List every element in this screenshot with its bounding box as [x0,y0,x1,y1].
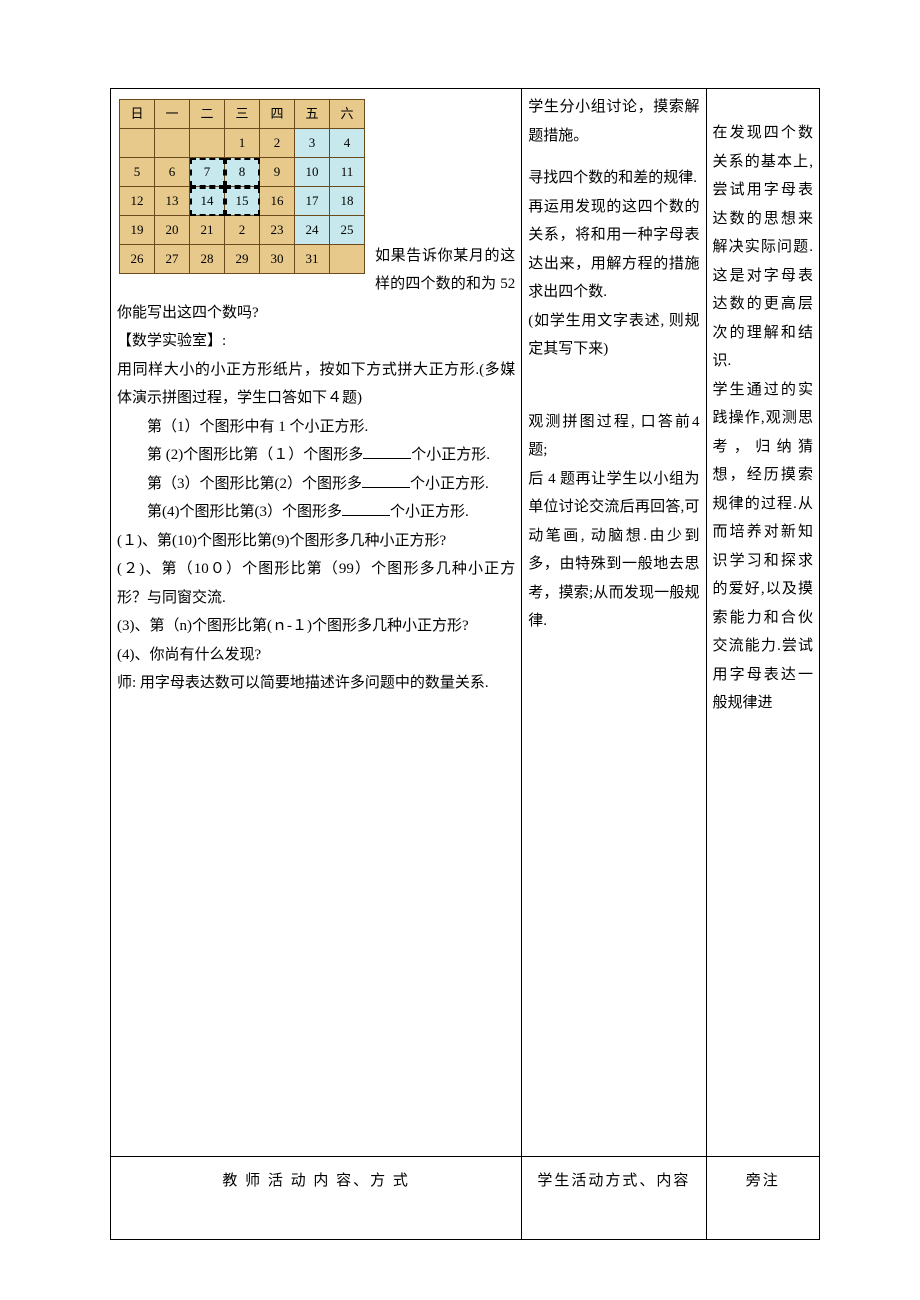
s-text: 观测拼图过程, 口答前4 题; [528,408,699,465]
problem-1: (１)、第(10)个图形比第(9)个图形多几种小正方形? [117,527,515,556]
calendar-cell [190,129,225,158]
calendar-cell: 9 [260,158,295,187]
footer-col1: 教 师 活 动 内 容、方 式 [111,1156,522,1239]
teacher-activity-cell: 日一二三四五六 12345678910111213141516171819202… [111,89,522,1157]
calendar-cell: 28 [190,245,225,274]
s-text: 后 4 题再让学生以小组为单位讨论交流后再回答,可动笔画, 动脑想.由少到多，由… [528,465,699,636]
q3-prefix: 第（3）个图形比第(2）个图形多 [147,476,362,492]
s-text: 再运用发现的这四个数的关系，将和用一种字母表达出来，用解方程的措施求出四个数. [528,193,699,307]
calendar-header: 五 [295,100,330,129]
calendar-wrapper: 日一二三四五六 12345678910111213141516171819202… [119,99,365,274]
calendar-cell: 26 [120,245,155,274]
footer-col3: 旁注 [706,1156,819,1239]
calendar-header: 三 [225,100,260,129]
calendar-cell: 19 [120,216,155,245]
calendar-cell: 8 [225,158,260,187]
note-text: 学生通过的实践操作,观测思考，归纳猜想，经历摸索规律的过程.从而培养对新知识学习… [713,376,813,718]
calendar-cell: 14 [190,187,225,216]
calendar-header: 二 [190,100,225,129]
calendar-cell: 6 [155,158,190,187]
calendar-header: 四 [260,100,295,129]
blank-input [342,500,390,516]
teacher-note: 师: 用字母表达数可以简要地描述许多问题中的数量关系. [117,669,515,698]
calendar-cell: 18 [330,187,365,216]
footer-col2: 学生活动方式、内容 [522,1156,706,1239]
q2-prefix: 第 (2)个图形比第（１）个图形多 [147,447,363,463]
note-text: 在发现四个数关系的基本上,尝试用字母表达数的思想来解决实际问题.这是对字母表达数… [713,119,813,376]
calendar-cell: 1 [225,129,260,158]
q3-suffix: 个小正方形. [410,476,489,492]
calendar-cell: 27 [155,245,190,274]
calendar-cell: 2 [260,129,295,158]
calendar-header: 一 [155,100,190,129]
q4-suffix: 个小正方形. [390,504,469,520]
calendar-cell: 11 [330,158,365,187]
calendar-cell: 10 [295,158,330,187]
calendar-cell: 30 [260,245,295,274]
calendar-cell: 12 [120,187,155,216]
lesson-table: 日一二三四五六 12345678910111213141516171819202… [110,88,820,1240]
calendar-cell [120,129,155,158]
calendar-cell: 31 [295,245,330,274]
q2-suffix: 个小正方形. [411,447,490,463]
calendar-cell [330,245,365,274]
q4-prefix: 第(4)个图形比第(3）个图形多 [147,504,342,520]
calendar-cell: 13 [155,187,190,216]
problem-4: (4)、你尚有什么发现? [117,641,515,670]
calendar-cell: 29 [225,245,260,274]
lab-desc: 用同样大小的小正方形纸片，按如下方式拼大正方形.(多媒体演示拼图过程，学生口答如… [117,356,515,413]
calendar-header: 日 [120,100,155,129]
calendar-cell: 5 [120,158,155,187]
blank-input [363,443,411,459]
calendar-cell: 4 [330,129,365,158]
question-4: 第(4)个图形比第(3）个图形多 个小正方形. [117,498,515,527]
calendar: 日一二三四五六 12345678910111213141516171819202… [119,99,365,274]
s-text: 学生分小组讨论，摸索解题措施。 [528,93,699,150]
problem-2: (２)、第（10０）个图形比第（99）个图形多几种小正方形？与同窗交流. [117,555,515,612]
calendar-cell: 16 [260,187,295,216]
calendar-cell: 20 [155,216,190,245]
calendar-cell: 21 [190,216,225,245]
question-3: 第（3）个图形比第(2）个图形多 个小正方形. [117,470,515,499]
s-text: 寻找四个数的和差的规律. [528,164,699,193]
notes-cell: 在发现四个数关系的基本上,尝试用字母表达数的思想来解决实际问题.这是对字母表达数… [706,89,819,1157]
glyph-icon [385,100,388,114]
calendar-cell: 17 [295,187,330,216]
calendar-cell: 23 [260,216,295,245]
lab-title: 【数学实验室】: [117,327,515,356]
blank-input [362,472,410,488]
calendar-cell: 15 [225,187,260,216]
calendar-cell: 2 [225,216,260,245]
calendar-cell: 24 [295,216,330,245]
problem-3: (3)、第（n)个图形比第(ｎ-１)个图形多几种小正方形? [117,612,515,641]
calendar-cell: 7 [190,158,225,187]
question-2: 第 (2)个图形比第（１）个图形多 个小正方形. [117,441,515,470]
calendar-cell [155,129,190,158]
question-1: 第（1）个图形中有 1 个小正方形. [117,413,515,442]
calendar-cell: 25 [330,216,365,245]
calendar-header: 六 [330,100,365,129]
s-text: (如学生用文字表述, 则规定其写下来) [528,307,699,364]
calendar-cell: 3 [295,129,330,158]
student-activity-cell: 学生分小组讨论，摸索解题措施。 寻找四个数的和差的规律. 再运用发现的这四个数的… [522,89,706,1157]
